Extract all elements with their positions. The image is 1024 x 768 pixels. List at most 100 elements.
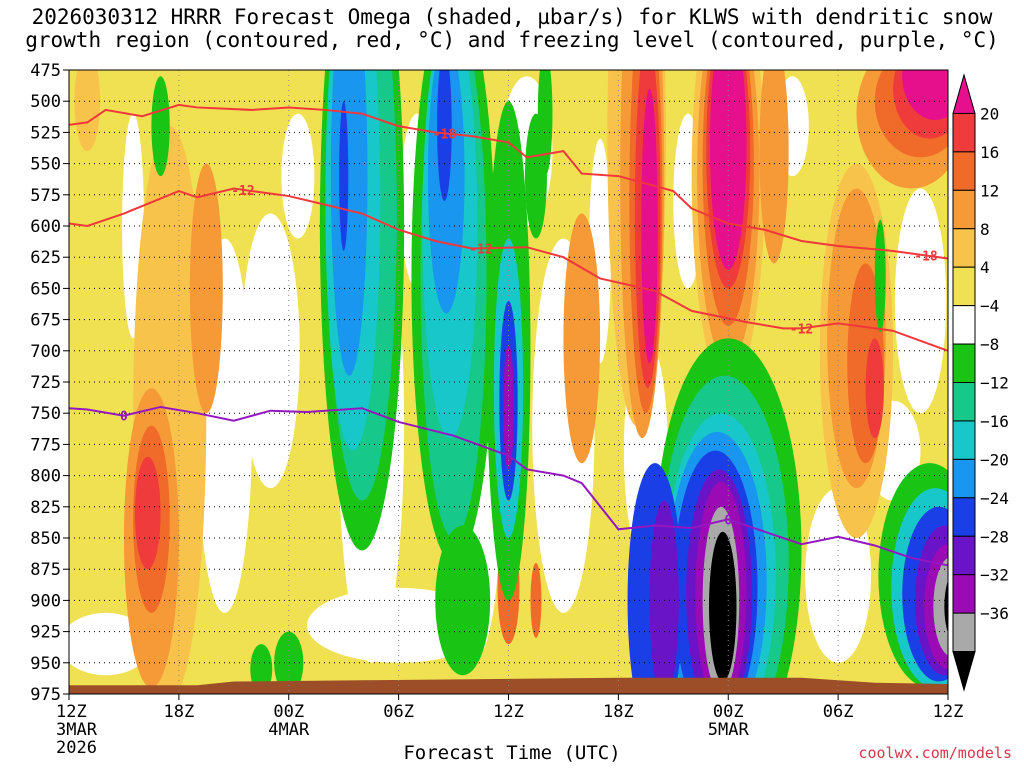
- colorbar-label: 16: [980, 143, 999, 162]
- colorbar-label: −24: [980, 489, 1009, 508]
- white-zone: [281, 113, 315, 239]
- y-tick-label: 725: [30, 373, 61, 393]
- contour-label: -12: [469, 242, 492, 257]
- x-tick-sublabel: 5MAR: [708, 720, 750, 740]
- x-axis-title: Forecast Time (UTC): [403, 742, 621, 764]
- contour-label-text: 0: [724, 513, 732, 528]
- credit-text: coolwx.com/models: [858, 744, 1012, 762]
- x-tick-sublabel: 3MAR: [56, 720, 98, 740]
- omega-neg-36-plus: [944, 580, 948, 633]
- colorbar-label: 8: [980, 220, 990, 239]
- contour-label-text: -18: [914, 249, 938, 264]
- colorbar-swatch: [952, 305, 976, 345]
- colorbar-label: 20: [980, 104, 999, 123]
- contour-label: 0: [120, 410, 128, 425]
- y-tick-label: 850: [30, 529, 61, 549]
- omega-8-to-12: [563, 213, 601, 464]
- y-tick-label: 675: [30, 311, 61, 331]
- y-tick-label: 825: [30, 498, 61, 518]
- colorbar-label: 12: [980, 181, 999, 200]
- colorbar-label: −20: [980, 450, 1009, 469]
- omega-neg-24-to-28: [649, 500, 679, 694]
- colorbar-swatch: [952, 73, 976, 114]
- contour-line: [68, 103, 949, 260]
- colorbar-swatch: [952, 189, 976, 230]
- white-zone: [241, 213, 300, 489]
- omega-neg-32-to-36: [933, 557, 948, 656]
- omega-8-to-12: [759, 70, 789, 264]
- omega-20-plus: [709, 70, 747, 270]
- contour-line: [68, 187, 949, 352]
- contour-label: -18: [914, 249, 938, 264]
- colorbar-swatch: [952, 651, 976, 692]
- colorbar-label: −12: [980, 374, 1009, 393]
- colorbar-label: −32: [980, 566, 1009, 585]
- contour-label-text: 0: [120, 410, 128, 425]
- colorbar-swatch: [952, 151, 976, 191]
- x-tick-sublabel: 4MAR: [268, 720, 310, 740]
- contour-label: -12: [231, 184, 254, 199]
- title-line-2: growth region (contoured, red, °C) and f…: [25, 28, 999, 52]
- omega-neg-4-to-8: [435, 525, 491, 676]
- omega-neg-4-to-8: [874, 219, 886, 333]
- y-tick-label: 900: [30, 591, 61, 611]
- y-tick-label: 475: [30, 61, 61, 81]
- x-tick-label: 18Z: [603, 702, 634, 722]
- y-tick-label: 650: [30, 279, 61, 299]
- y-tick-label: 500: [30, 92, 61, 112]
- y-tick-label: 600: [30, 217, 61, 237]
- x-tick-sublabel: 2026: [56, 738, 97, 758]
- contour-label: -12: [790, 322, 813, 337]
- contour-label-text: -12: [231, 184, 254, 199]
- colorbar-swatch: [952, 497, 976, 537]
- contour-label: 0: [724, 513, 732, 528]
- omega-4-to-8: [74, 70, 101, 152]
- omega-neg-28-to-32: [503, 344, 514, 470]
- colorbar-label: 4: [980, 258, 990, 277]
- contour-label-text: -18: [433, 127, 457, 142]
- colorbar-label: −36: [980, 604, 1009, 623]
- omega-16-plus: [134, 456, 161, 570]
- omega-neg-20-to-24: [437, 70, 452, 202]
- colorbar-swatch: [952, 382, 976, 422]
- contour-label: -18: [433, 127, 457, 142]
- chart-title: 2026030312 HRRR Forecast Omega (shaded, …: [0, 6, 1024, 52]
- colorbar-swatch: [952, 612, 976, 653]
- colorbar-swatch: [952, 343, 976, 383]
- y-tick-label: 875: [30, 560, 61, 580]
- x-tick-label: 00Z: [273, 702, 304, 722]
- x-tick-label: 00Z: [713, 702, 744, 722]
- x-tick-label: 06Z: [383, 702, 414, 722]
- y-tick-label: 625: [30, 248, 61, 268]
- contour-label-text: -12: [790, 322, 813, 337]
- x-tick-label: 12Z: [933, 702, 964, 722]
- omega-neg-20-to-24: [339, 101, 349, 251]
- colorbar-label: −28: [980, 527, 1009, 546]
- colorbar-label: −4: [980, 297, 999, 316]
- colorbar-swatch: [952, 574, 976, 614]
- y-tick-label: 750: [30, 404, 61, 424]
- y-tick-label: 800: [30, 467, 61, 487]
- y-tick-label: 950: [30, 654, 61, 674]
- y-tick-label: 975: [30, 685, 61, 705]
- x-tick-label: 18Z: [164, 702, 195, 722]
- omega-shading: [69, 70, 948, 694]
- colorbar: 20 16 12 8 4 −4 −8 −12 −16 −20 −24 −28 −32 −36: [952, 73, 1009, 692]
- omega-20-plus: [902, 70, 948, 120]
- colorbar-swatch: [952, 266, 976, 307]
- x-tick-label: 06Z: [823, 702, 854, 722]
- y-axis: 475 500 525 550 575 600 625 650 675 700 725 750 775 8…: [30, 61, 69, 705]
- colorbar-swatch: [952, 112, 976, 153]
- y-tick-label: 525: [30, 123, 61, 143]
- omega-16-plus: [865, 338, 884, 439]
- y-tick-label: 575: [30, 186, 61, 206]
- contour-series: -18 -18: [68, 103, 949, 264]
- contour-label-text: -12: [469, 242, 492, 257]
- colorbar-swatch: [952, 535, 976, 576]
- omega-neg-36-plus: [709, 531, 737, 682]
- y-tick-label: 700: [30, 342, 61, 362]
- contour-series: 00: [68, 405, 949, 567]
- contour-line: [68, 405, 949, 567]
